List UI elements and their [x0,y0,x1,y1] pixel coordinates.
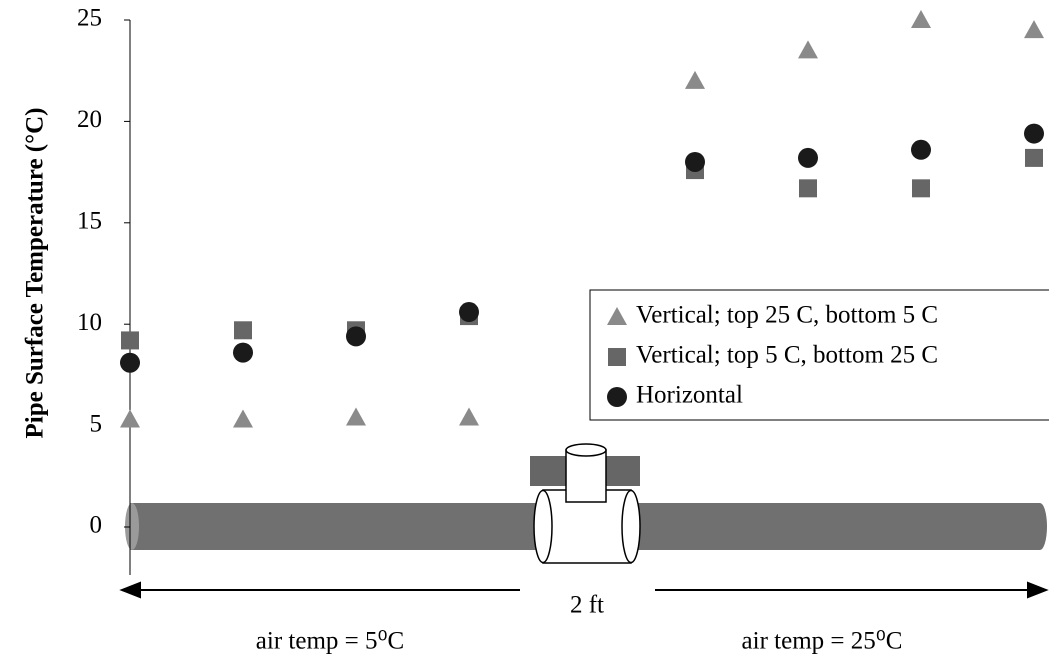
marker-circle [911,139,931,160]
annotation: air temp = 5⁰C [256,628,404,655]
arrow-head [119,581,141,599]
y-tick-label: 20 [77,106,102,133]
y-tick-label: 25 [77,5,102,32]
marker-square [912,179,930,198]
legend-label: Vertical; top 25 C, bottom 5 C [636,302,938,329]
marker-triangle [1024,20,1044,39]
marker-square [608,348,626,366]
marker-circle [233,342,253,363]
marker-triangle [798,40,818,59]
marker-triangle [120,409,140,428]
annotation: 2 ft [570,592,604,619]
marker-triangle [233,409,253,428]
marker-circle [346,326,366,347]
valve-stem [565,449,607,503]
marker-triangle [911,10,931,28]
marker-circle [1024,123,1044,144]
marker-triangle [685,70,705,89]
y-tick-label: 15 [77,208,102,235]
marker-circle [120,352,140,373]
marker-triangle [607,307,627,325]
marker-square [121,331,139,350]
marker-square [799,179,817,198]
valve-end [533,489,553,564]
pipe-end [125,503,139,550]
y-axis-label: Pipe Surface Temperature (°C) [22,107,49,438]
legend-label: Horizontal [636,382,743,409]
y-tick-label: 5 [90,410,103,437]
annotation: air temp = 25⁰C [742,628,903,655]
valve-end [621,489,641,564]
legend-box [589,289,1049,421]
marker-circle [459,302,479,323]
arrow-head [1027,581,1049,599]
y-tick-label: 0 [90,512,103,539]
distance-arrows [119,581,1049,599]
marker-square [234,321,252,340]
marker-circle [798,147,818,168]
legend-label: Vertical; top 5 C, bottom 25 C [636,342,938,369]
marker-circle [685,151,705,172]
marker-square [1025,148,1043,167]
pipe-end [1033,503,1047,550]
marker-triangle [346,407,366,426]
marker-triangle [459,407,479,426]
y-tick-label: 10 [77,309,102,336]
marker-circle [607,387,627,407]
valve-stem-top [565,443,607,457]
pipe-drawing [125,443,1047,564]
